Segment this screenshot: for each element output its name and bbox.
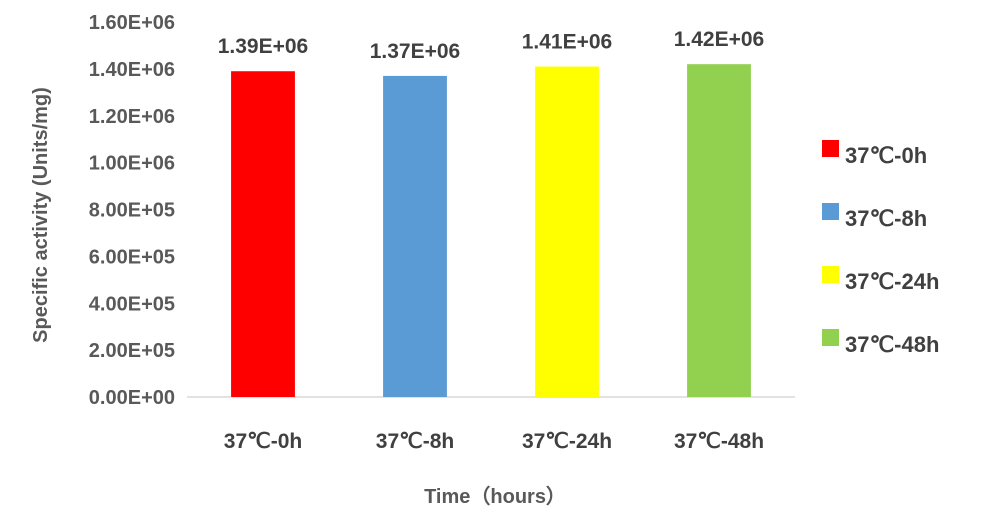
legend-label: 37℃-8h — [845, 206, 927, 231]
x-axis-title: Time（hours） — [424, 485, 566, 508]
y-tick-label: 0.00E+00 — [89, 387, 175, 409]
y-tick-label: 6.00E+05 — [89, 246, 175, 268]
data-label: 1.41E+06 — [522, 31, 613, 54]
bars — [231, 64, 751, 397]
y-tick-label: 8.00E+05 — [89, 200, 175, 222]
y-tick-label: 1.60E+06 — [89, 12, 175, 34]
legend: 37℃-0h 37℃-8h 37℃-24h 37℃-48h — [822, 140, 939, 357]
legend-label: 37℃-24h — [845, 269, 939, 294]
legend-swatch — [822, 329, 839, 346]
legend-swatch — [822, 140, 839, 157]
x-tick-label: 37℃-24h — [522, 430, 612, 453]
x-axis-categories: 37℃-0h 37℃-8h 37℃-24h 37℃-48h — [224, 430, 764, 453]
y-axis-title: Specific activity (Units/mg) — [30, 87, 52, 343]
y-axis-ticks: 0.00E+00 2.00E+05 4.00E+05 6.00E+05 8.00E+05… — [89, 12, 175, 409]
x-tick-label: 37℃-8h — [376, 430, 454, 453]
bar — [383, 75, 447, 397]
legend-swatch — [822, 203, 839, 220]
data-labels: 1.39E+06 1.37E+06 1.41E+06 1.42E+06 — [218, 28, 765, 63]
x-tick-label: 37℃-48h — [674, 430, 764, 453]
y-tick-label: 1.40E+06 — [89, 59, 175, 81]
y-tick-label: 2.00E+05 — [89, 340, 175, 362]
bar — [231, 71, 295, 397]
y-tick-label: 4.00E+05 — [89, 293, 175, 315]
legend-swatch — [822, 266, 839, 283]
bar — [535, 66, 599, 397]
y-tick-label: 1.00E+06 — [89, 153, 175, 175]
y-tick-label: 1.20E+06 — [89, 106, 175, 128]
data-label: 1.37E+06 — [370, 40, 461, 63]
legend-label: 37℃-0h — [845, 143, 927, 168]
x-tick-label: 37℃-0h — [224, 430, 302, 453]
legend-label: 37℃-48h — [845, 332, 939, 357]
data-label: 1.42E+06 — [674, 28, 765, 51]
data-label: 1.39E+06 — [218, 35, 309, 58]
bar — [687, 64, 751, 397]
